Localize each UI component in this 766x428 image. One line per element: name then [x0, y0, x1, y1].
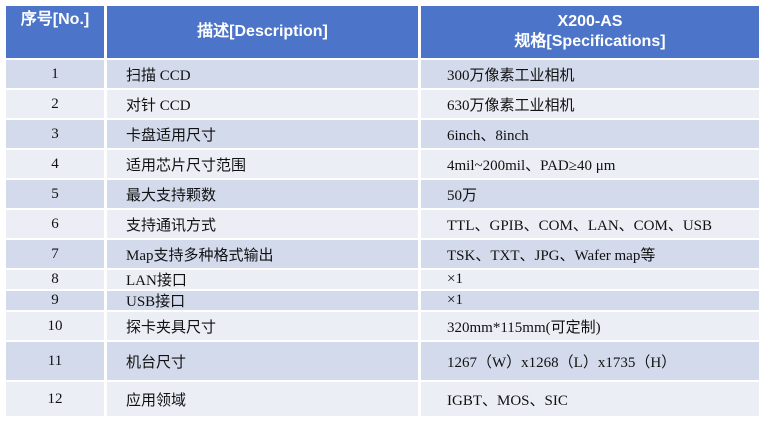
row-spec-cell: 1267（W）x1268（L）x1735（H）	[421, 342, 759, 380]
header-cell-specifications: X200-AS 规格[Specifications]	[421, 6, 759, 58]
row-description-cell: USB接口	[107, 291, 418, 310]
table-row: 5 最大支持颗数 50万	[6, 180, 759, 208]
header-spec-label: 规格[Specifications]	[514, 33, 666, 50]
row-spec-cell: IGBT、MOS、SIC	[421, 382, 759, 416]
row-number-cell: 11	[6, 342, 104, 380]
header-cell-description: 描述[Description]	[107, 6, 418, 58]
table-row: 1 扫描 CCD 300万像素工业相机	[6, 60, 759, 88]
row-number-cell: 1	[6, 60, 104, 88]
row-number-cell: 9	[6, 291, 104, 310]
table-row: 9 USB接口 ×1	[6, 291, 759, 310]
table-row: 3 卡盘适用尺寸 6inch、8inch	[6, 120, 759, 148]
table-row: 8 LAN接口 ×1	[6, 270, 759, 289]
row-spec-cell: TTL、GPIB、COM、LAN、COM、USB	[421, 210, 759, 238]
header-cell-no: 序号[No.]	[6, 6, 104, 58]
row-spec-cell: 320mm*115mm(可定制)	[421, 312, 759, 340]
row-description-cell: Map支持多种格式输出	[107, 240, 418, 268]
row-number-cell: 6	[6, 210, 104, 238]
table-row: 12 应用领域 IGBT、MOS、SIC	[6, 382, 759, 416]
row-spec-cell: 6inch、8inch	[421, 120, 759, 148]
row-number-cell: 12	[6, 382, 104, 416]
table-row: 11 机台尺寸 1267（W）x1268（L）x1735（H）	[6, 342, 759, 380]
row-number-cell: 7	[6, 240, 104, 268]
row-spec-cell: ×1	[421, 291, 759, 310]
row-spec-cell: 300万像素工业相机	[421, 60, 759, 88]
table-row: 2 对针 CCD 630万像素工业相机	[6, 90, 759, 118]
row-description-cell: 应用领域	[107, 382, 418, 416]
row-number-cell: 4	[6, 150, 104, 178]
header-spec-model: X200-AS	[557, 13, 623, 30]
row-description-cell: 扫描 CCD	[107, 60, 418, 88]
row-description-cell: 最大支持颗数	[107, 180, 418, 208]
row-spec-cell: ×1	[421, 270, 759, 289]
table-row: 10 探卡夹具尺寸 320mm*115mm(可定制)	[6, 312, 759, 340]
table-row: 4 适用芯片尺寸范围 4mil~200mil、PAD≥40 μm	[6, 150, 759, 178]
row-description-cell: 探卡夹具尺寸	[107, 312, 418, 340]
row-description-cell: LAN接口	[107, 270, 418, 289]
row-number-cell: 2	[6, 90, 104, 118]
table-body: 1 扫描 CCD 300万像素工业相机 2 对针 CCD 630万像素工业相机 …	[6, 60, 759, 416]
row-description-cell: 机台尺寸	[107, 342, 418, 380]
row-description-cell: 卡盘适用尺寸	[107, 120, 418, 148]
specification-table: 序号[No.] 描述[Description] X200-AS 规格[Speci…	[6, 6, 759, 416]
table-row: 7 Map支持多种格式输出 TSK、TXT、JPG、Wafer map等	[6, 240, 759, 268]
table-row: 6 支持通讯方式 TTL、GPIB、COM、LAN、COM、USB	[6, 210, 759, 238]
row-description-cell: 适用芯片尺寸范围	[107, 150, 418, 178]
row-description-cell: 对针 CCD	[107, 90, 418, 118]
row-spec-cell: 4mil~200mil、PAD≥40 μm	[421, 150, 759, 178]
row-spec-cell: TSK、TXT、JPG、Wafer map等	[421, 240, 759, 268]
row-number-cell: 5	[6, 180, 104, 208]
table-header-row: 序号[No.] 描述[Description] X200-AS 规格[Speci…	[6, 6, 759, 58]
row-spec-cell: 50万	[421, 180, 759, 208]
row-description-cell: 支持通讯方式	[107, 210, 418, 238]
row-number-cell: 10	[6, 312, 104, 340]
row-number-cell: 8	[6, 270, 104, 289]
row-spec-cell: 630万像素工业相机	[421, 90, 759, 118]
row-number-cell: 3	[6, 120, 104, 148]
